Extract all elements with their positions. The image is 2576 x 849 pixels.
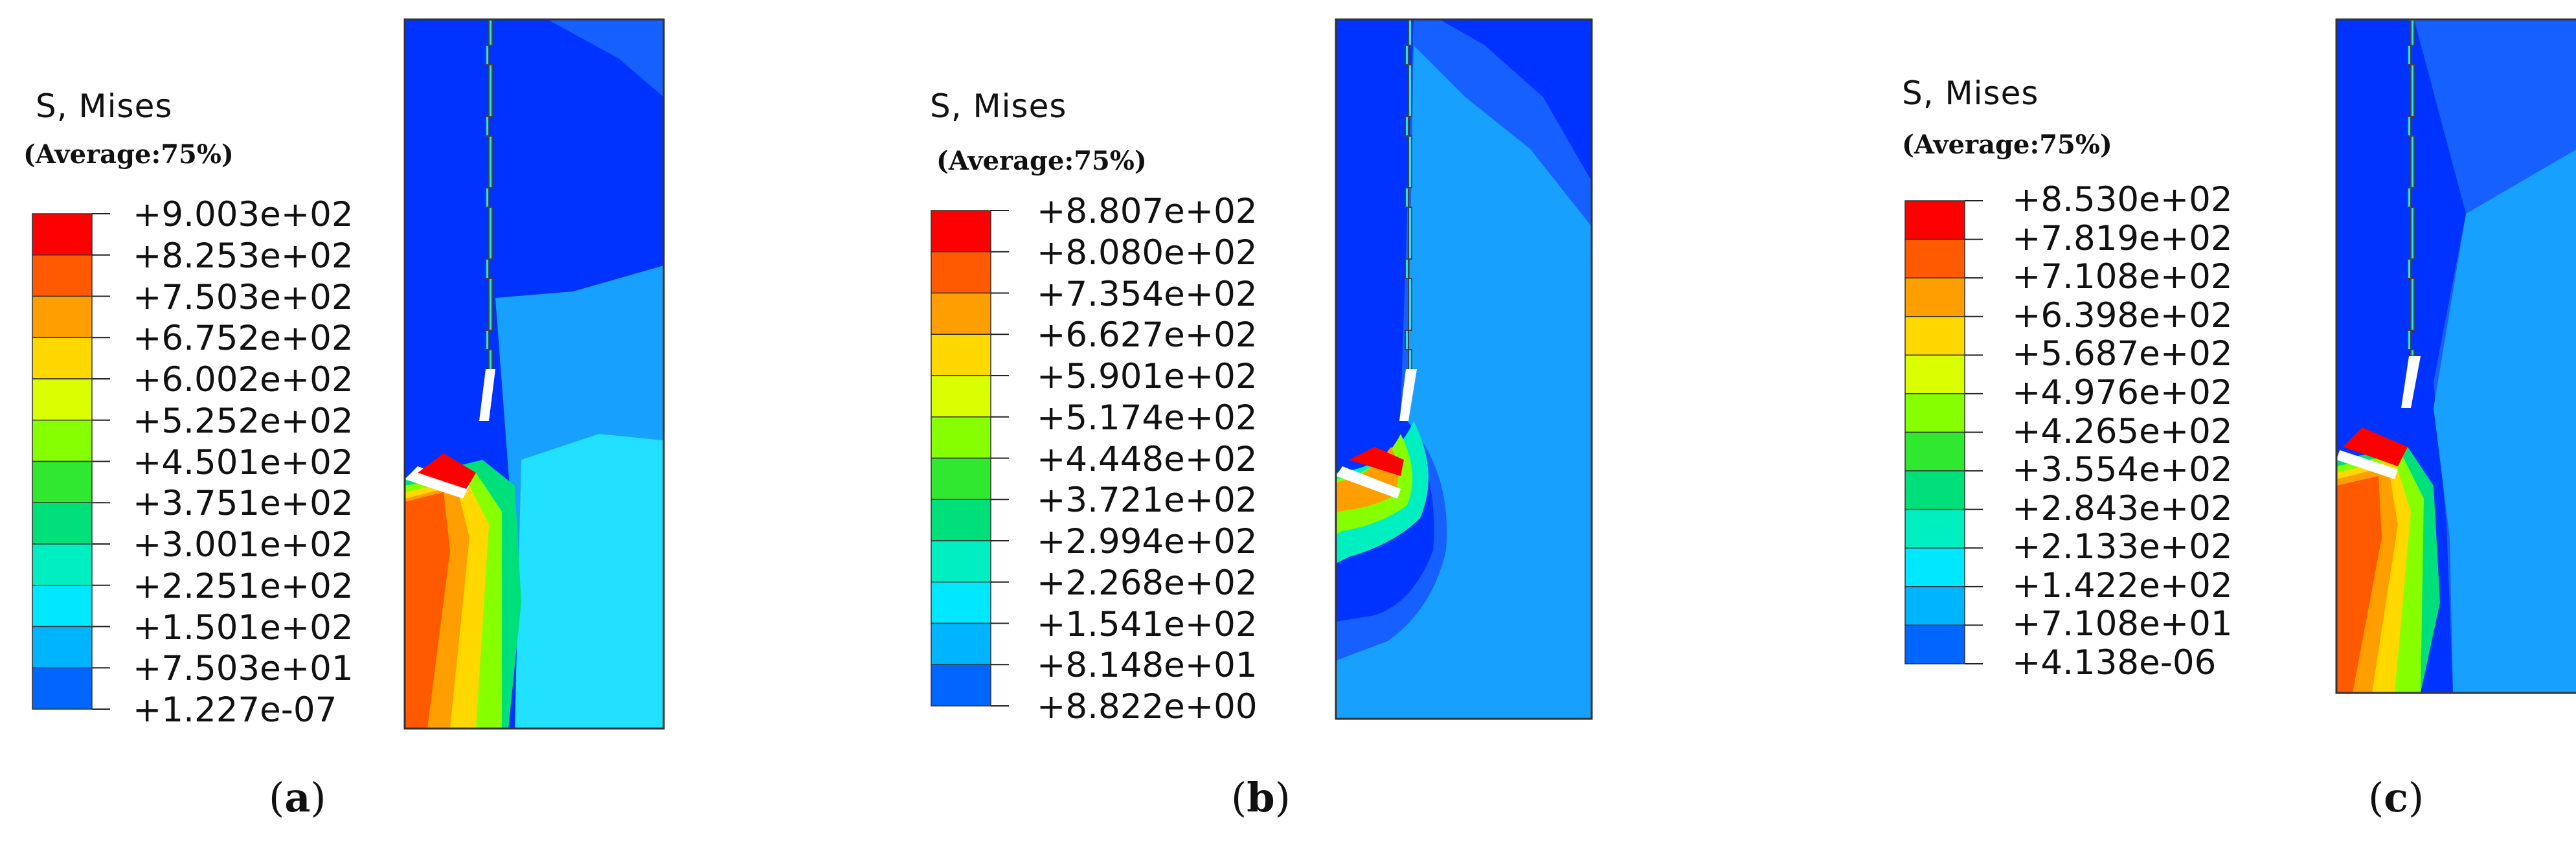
legend-band <box>1904 431 1965 471</box>
legend-level-label: +2.251e+02 <box>133 566 354 606</box>
legend-title: S, Mises <box>36 87 173 125</box>
legend-level-label: +7.819e+02 <box>2012 218 2233 258</box>
caption: (b) <box>1231 774 1291 821</box>
legend-level-label: +8.807e+02 <box>1037 192 1258 231</box>
legend-band <box>931 416 991 459</box>
legend-band <box>32 337 93 379</box>
legend-level-label: +8.253e+02 <box>133 236 354 276</box>
legend-subtitle: (Average:75%) <box>936 146 1147 176</box>
legend-level-label: +2.133e+02 <box>2012 527 2233 567</box>
legend-level-label: +1.227e-07 <box>133 690 337 730</box>
legend-level-label: +4.138e-06 <box>2012 643 2217 683</box>
legend-level-label: +8.530e+02 <box>2012 180 2233 220</box>
legend-level-label: +3.721e+02 <box>1037 481 1258 521</box>
legend-band <box>931 664 991 707</box>
legend-level-label: +8.148e+01 <box>1037 646 1258 686</box>
legend-band <box>931 622 991 665</box>
legend-band <box>32 502 93 545</box>
stress-contour-plot <box>403 18 665 730</box>
legend-level-label: +3.554e+02 <box>2012 450 2233 490</box>
panel-a: S, Mises (Average:75%) +9.003e+02 +8.253e… <box>0 0 859 849</box>
legend-band <box>931 457 991 500</box>
legend-band <box>32 255 93 297</box>
legend-level-label: +1.541e+02 <box>1037 604 1258 644</box>
legend-band <box>931 375 991 418</box>
legend-band <box>1904 393 1965 433</box>
legend-level-label: +4.448e+02 <box>1037 439 1258 479</box>
stress-contour-plot <box>2335 18 2576 694</box>
legend-band <box>1904 354 1965 394</box>
legend-band <box>32 543 93 586</box>
legend-level-label: +7.108e+01 <box>2012 604 2233 644</box>
legend-level-label: +9.003e+02 <box>133 195 354 234</box>
legend-band <box>32 460 93 503</box>
legend-band <box>1904 316 1965 356</box>
legend-level-label: +2.843e+02 <box>2012 488 2233 528</box>
legend-level-label: +4.265e+02 <box>2012 411 2233 451</box>
legend-band <box>32 667 93 710</box>
legend-level-label: +7.354e+02 <box>1037 274 1258 314</box>
legend-band <box>1904 470 1965 510</box>
legend-band <box>32 213 93 256</box>
legend-band <box>1904 624 1965 664</box>
color-legend <box>931 210 1009 707</box>
color-legend <box>32 213 110 710</box>
legend-level-label: +6.752e+02 <box>133 319 354 359</box>
legend-level-label: +8.822e+00 <box>1037 687 1258 727</box>
legend-level-label: +2.268e+02 <box>1037 563 1258 603</box>
legend-title: S, Mises <box>1902 74 2039 112</box>
legend-level-label: +3.751e+02 <box>133 484 354 524</box>
legend-level-label: +4.976e+02 <box>2012 372 2233 413</box>
legend-level-label: +7.503e+01 <box>133 649 354 689</box>
legend-band <box>32 420 93 462</box>
legend-band <box>931 582 991 624</box>
panel-b: S, Mises (Average:75%) +8.807e+02 +8.080e… <box>859 0 1717 849</box>
legend-level-label: +7.108e+02 <box>2012 257 2233 297</box>
legend-level-label: +6.398e+02 <box>2012 295 2233 335</box>
legend-band <box>1904 277 1965 317</box>
legend-level-label: +1.422e+02 <box>2012 565 2233 606</box>
legend-band <box>931 251 991 294</box>
stress-contour-plot <box>1335 18 1593 720</box>
legend-subtitle: (Average:75%) <box>23 139 234 170</box>
legend-level-label: +7.503e+02 <box>133 277 354 317</box>
legend-level-label: +8.080e+02 <box>1037 232 1258 273</box>
legend-title: S, Mises <box>930 87 1067 125</box>
legend-level-label: +1.501e+02 <box>133 607 354 648</box>
legend-band <box>32 585 93 628</box>
legend-level-label: +4.501e+02 <box>133 442 354 482</box>
legend-level-label: +5.901e+02 <box>1037 357 1258 396</box>
legend-band <box>1904 586 1965 626</box>
caption: (a) <box>269 774 326 821</box>
legend-level-label: +3.001e+02 <box>133 525 354 565</box>
legend-level-label: +5.687e+02 <box>2012 334 2233 374</box>
legend-level-label: +2.994e+02 <box>1037 522 1258 561</box>
legend-subtitle: (Average:75%) <box>1902 130 2112 160</box>
legend-band <box>1904 547 1965 587</box>
legend-band <box>1904 508 1965 549</box>
legend-band <box>931 292 991 335</box>
legend-level-label: +6.002e+02 <box>133 360 354 400</box>
legend-band <box>1904 200 1965 240</box>
legend-band <box>1904 238 1965 278</box>
legend-band <box>931 499 991 541</box>
legend-level-label: +5.174e+02 <box>1037 398 1258 438</box>
legend-band <box>32 626 93 668</box>
caption-letter: c <box>2384 774 2408 821</box>
legend-level-label: +5.252e+02 <box>133 401 354 441</box>
caption-letter: a <box>284 774 311 821</box>
legend-band <box>931 210 991 253</box>
color-legend <box>1904 200 1983 664</box>
legend-band <box>931 540 991 583</box>
legend-band <box>931 334 991 376</box>
caption-letter: b <box>1247 774 1275 821</box>
legend-band <box>32 378 93 421</box>
caption: (c) <box>2368 774 2424 821</box>
legend-band <box>32 295 93 338</box>
panel-c: S, Mises (Average:75%) +8.530e+02 +7.819e… <box>1717 0 2576 849</box>
legend-level-label: +6.627e+02 <box>1037 315 1258 356</box>
